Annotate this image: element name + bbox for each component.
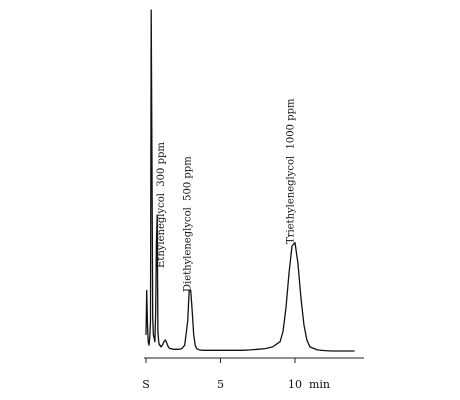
- x-tick-label: S: [142, 378, 150, 391]
- x-tick-label: 10: [288, 378, 302, 391]
- peak-label: Diethyleneglycol 500 ppm: [183, 156, 194, 292]
- x-unit-label: min: [309, 378, 330, 391]
- peak-annotation-group: Ethyleneglycol 300 ppm Diethyleneglycol 5…: [156, 98, 297, 292]
- x-tick-label: 5: [217, 378, 224, 391]
- chromatogram-trace: [145, 9, 355, 352]
- tick-group: S 5 10 min: [142, 358, 330, 391]
- peak-label: Ethyleneglycol 300 ppm: [156, 142, 167, 268]
- peak-label: Triethyleneglycol 1000 ppm: [285, 98, 296, 244]
